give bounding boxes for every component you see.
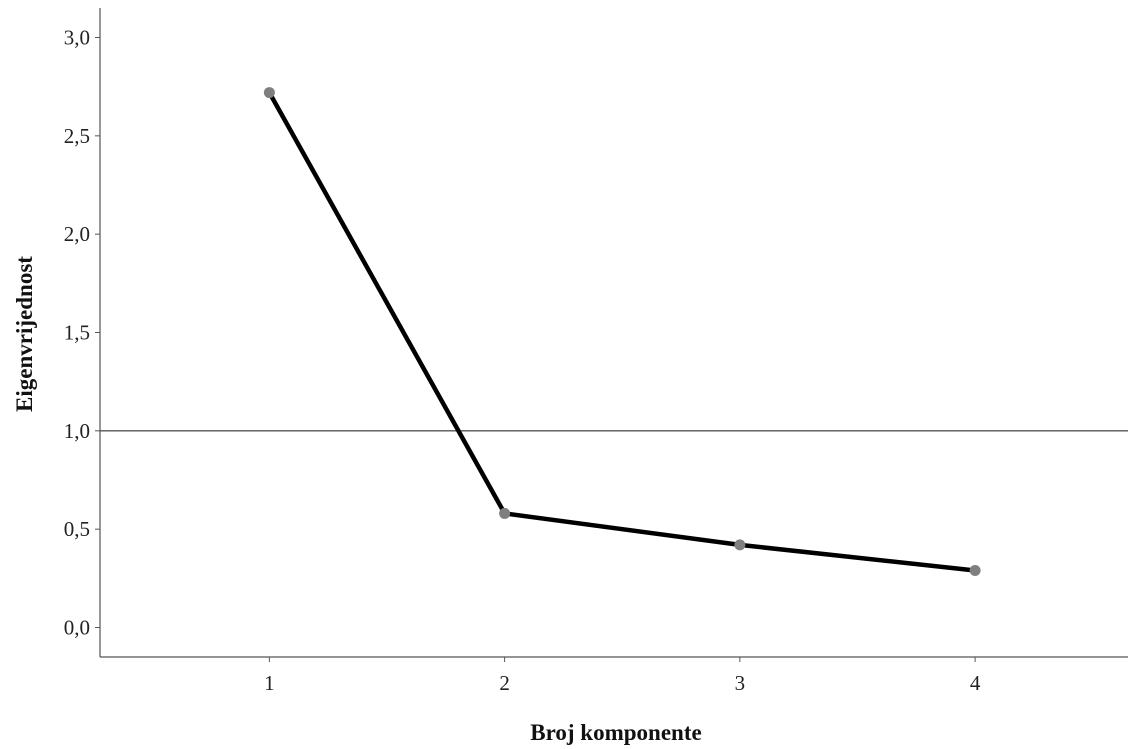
y-tick-label: 2,5: [64, 124, 90, 148]
y-tick-label: 2,0: [64, 222, 90, 246]
data-point: [263, 87, 275, 99]
y-tick-label: 1,5: [64, 321, 90, 345]
y-tick-label: 0,0: [64, 616, 90, 640]
x-tick-label: 4: [970, 671, 981, 695]
series-line: [267, 90, 978, 573]
x-tick-label: 1: [264, 671, 275, 695]
x-axis-ticks: 1 2 3 4: [264, 657, 981, 695]
x-tick-label: 2: [499, 671, 510, 695]
axes: [99, 8, 1128, 658]
y-axis-ticks: 0,0 0,5 1,0 1,5 2,0 2,5 3,0: [64, 26, 100, 640]
x-tick-label: 3: [735, 671, 746, 695]
y-tick-label: 0,5: [64, 517, 90, 541]
data-point: [499, 507, 511, 519]
data-point: [969, 564, 981, 576]
y-tick-label: 3,0: [64, 26, 90, 50]
y-tick-label: 1,0: [64, 419, 90, 443]
data-point: [734, 539, 746, 551]
x-axis-title: Broj komponente: [530, 720, 701, 745]
data-points: [263, 87, 981, 576]
y-axis-title: Eigenvrijednost: [12, 256, 37, 412]
